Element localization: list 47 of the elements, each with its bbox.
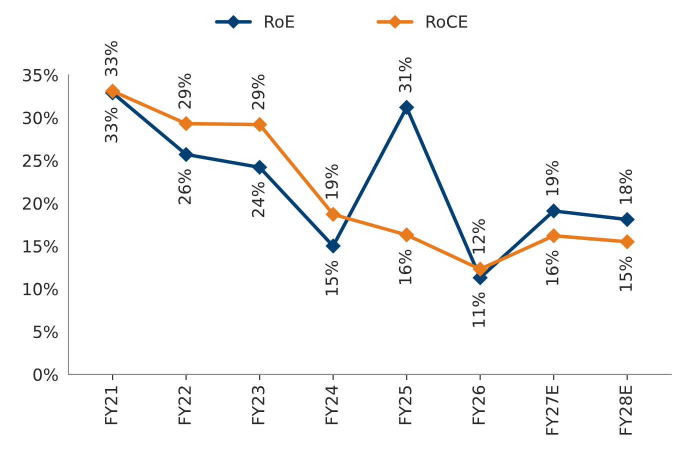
x-tick-label: FY23 <box>252 386 264 424</box>
data-label: 16% <box>398 250 412 284</box>
y-tick-label: 20% <box>22 197 58 210</box>
data-label: 12% <box>472 219 486 254</box>
point <box>252 160 268 175</box>
x-tick-label: FY24 <box>325 386 338 424</box>
x-tick-label: FY25 <box>398 386 412 424</box>
point <box>546 204 562 218</box>
data-label: 15% <box>325 260 338 296</box>
data-label: 18% <box>619 169 632 204</box>
data-label: 33% <box>104 41 118 76</box>
point <box>178 147 194 162</box>
data-label: 29% <box>178 74 191 109</box>
x-tick-label: FY28E <box>619 386 632 435</box>
data-label: 24% <box>252 182 264 218</box>
point <box>620 234 635 250</box>
point <box>252 117 268 132</box>
data-label: 19% <box>546 160 559 196</box>
y-tick-label: 15% <box>24 240 58 253</box>
y-tick-label: 25% <box>22 154 58 168</box>
point <box>178 116 194 132</box>
y-tick-label: 10% <box>24 282 58 296</box>
legend-label: RoE <box>265 16 294 28</box>
point <box>399 100 414 115</box>
point <box>399 228 414 242</box>
legend-label: RoCE <box>426 15 468 28</box>
data-label: 33% <box>104 108 118 143</box>
point <box>472 262 488 277</box>
data-label: 16% <box>546 250 559 285</box>
x-tick-label: FY22 <box>178 386 191 424</box>
y-tick-label: 35% <box>23 68 58 82</box>
y-tick-label: 30% <box>23 112 58 124</box>
point <box>326 238 341 254</box>
data-label: 31% <box>398 57 412 92</box>
data-label: 15% <box>619 256 632 291</box>
data-label: 26% <box>178 169 191 204</box>
x-tick-label: FY21 <box>104 386 118 424</box>
point <box>620 212 635 227</box>
x-tick-label: FY27E <box>546 386 558 435</box>
y-tick-label: 5% <box>34 326 58 338</box>
data-label: 11% <box>472 292 486 327</box>
point <box>326 206 341 222</box>
data-label: 19% <box>325 164 338 199</box>
y-tick-label: 0% <box>33 368 58 381</box>
data-label: 29% <box>252 74 264 110</box>
x-tick-label: FY26 <box>472 386 486 424</box>
point <box>546 228 562 244</box>
